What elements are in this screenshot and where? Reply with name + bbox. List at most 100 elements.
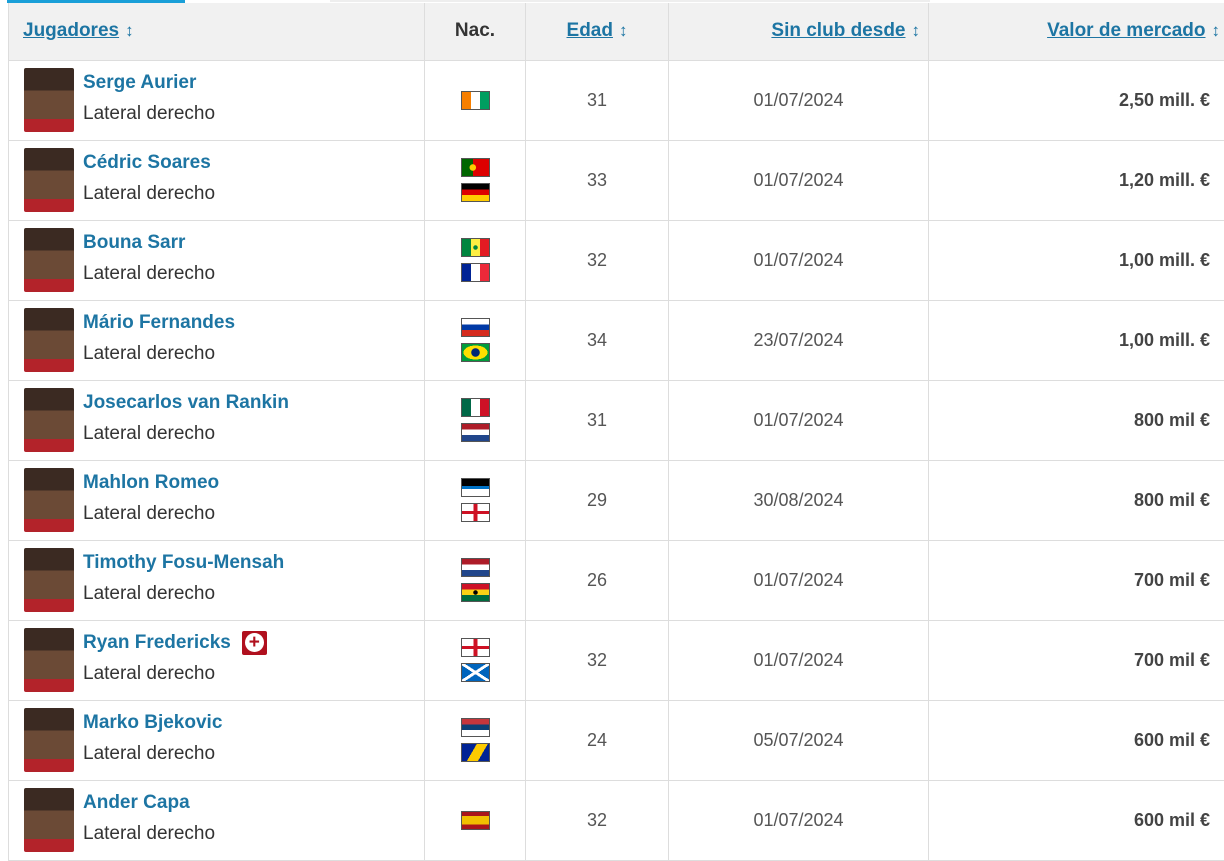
free-since-cell: 30/08/2024 bbox=[669, 460, 929, 540]
sort-since-link[interactable]: Sin club desde bbox=[771, 20, 905, 41]
player-position: Lateral derecho bbox=[83, 99, 215, 129]
player-name-link[interactable]: Timothy Fosu-Mensah bbox=[83, 551, 284, 575]
player-cell: Mário Fernandes Lateral derecho bbox=[9, 300, 425, 380]
age-cell: 32 bbox=[526, 220, 669, 300]
nationality-cell bbox=[425, 220, 526, 300]
age-cell: 26 bbox=[526, 540, 669, 620]
flag-russia-icon bbox=[461, 318, 490, 337]
flag-england-icon bbox=[461, 638, 490, 657]
player-cell: Mahlon Romeo Lateral derecho bbox=[9, 460, 425, 540]
sort-value-link[interactable]: Valor de mercado bbox=[1047, 20, 1205, 41]
free-since-cell: 05/07/2024 bbox=[669, 700, 929, 780]
nationality-cell bbox=[425, 60, 526, 140]
market-value-cell: 700 mil € bbox=[929, 620, 1224, 700]
player-name-link[interactable]: Cédric Soares bbox=[83, 151, 211, 175]
free-since-cell: 01/07/2024 bbox=[669, 780, 929, 860]
flag-france-icon bbox=[461, 263, 490, 282]
player-name-link[interactable]: Ryan Fredericks bbox=[83, 631, 231, 655]
player-position: Lateral derecho bbox=[83, 339, 235, 369]
market-value-cell: 2,50 mill. € bbox=[929, 60, 1224, 140]
sort-icon[interactable]: ↕ bbox=[912, 21, 921, 40]
flag-serbia-icon bbox=[461, 718, 490, 737]
player-photo[interactable] bbox=[24, 708, 74, 772]
player-cell: Serge Aurier Lateral derecho bbox=[9, 60, 425, 140]
market-value-cell: 1,20 mill. € bbox=[929, 140, 1224, 220]
flag-mexico-icon bbox=[461, 398, 490, 417]
flag-antigua-barbuda-icon bbox=[461, 478, 490, 497]
age-cell: 33 bbox=[526, 140, 669, 220]
nationality-cell bbox=[425, 300, 526, 380]
col-nationality: Nac. bbox=[425, 3, 526, 60]
sort-icon[interactable]: ↕ bbox=[125, 21, 134, 40]
age-cell: 34 bbox=[526, 300, 669, 380]
col-free-since[interactable]: Sin club desde ↕ bbox=[669, 3, 929, 60]
free-since-cell: 01/07/2024 bbox=[669, 540, 929, 620]
col-players[interactable]: Jugadores ↕ bbox=[9, 3, 425, 60]
player-photo[interactable] bbox=[24, 228, 74, 292]
player-name-link[interactable]: Serge Aurier bbox=[83, 71, 196, 95]
player-position: Lateral derecho bbox=[83, 659, 267, 689]
nationality-cell bbox=[425, 540, 526, 620]
player-name-link[interactable]: Bouna Sarr bbox=[83, 231, 185, 255]
players-table: Jugadores ↕ Nac. Edad ↕ Sin club desde ↕ Va… bbox=[8, 3, 1224, 861]
free-since-cell: 01/07/2024 bbox=[669, 140, 929, 220]
flag-bosnia-icon bbox=[461, 743, 490, 762]
sort-age-link[interactable]: Edad bbox=[567, 20, 613, 41]
flag-ivory-coast-icon bbox=[461, 91, 490, 110]
nationality-cell bbox=[425, 460, 526, 540]
flag-portugal-icon bbox=[461, 158, 490, 177]
flag-brazil-icon bbox=[461, 343, 490, 362]
player-photo[interactable] bbox=[24, 388, 74, 452]
player-cell: Josecarlos van Rankin Lateral derecho bbox=[9, 380, 425, 460]
nationality-cell bbox=[425, 780, 526, 860]
player-name-link[interactable]: Josecarlos van Rankin bbox=[83, 391, 289, 415]
player-position: Lateral derecho bbox=[83, 819, 215, 849]
player-photo[interactable] bbox=[24, 468, 74, 532]
player-photo[interactable] bbox=[24, 548, 74, 612]
player-photo[interactable] bbox=[24, 788, 74, 852]
age-cell: 31 bbox=[526, 380, 669, 460]
table-row: Ryan FredericksLateral derecho 32 01/07/… bbox=[9, 620, 1224, 700]
player-photo[interactable] bbox=[24, 148, 74, 212]
col-age[interactable]: Edad ↕ bbox=[526, 3, 669, 60]
age-cell: 32 bbox=[526, 620, 669, 700]
free-since-cell: 01/07/2024 bbox=[669, 380, 929, 460]
player-position: Lateral derecho bbox=[83, 739, 222, 769]
player-name-link[interactable]: Mário Fernandes bbox=[83, 311, 235, 335]
market-value-cell: 1,00 mill. € bbox=[929, 220, 1224, 300]
player-name-link[interactable]: Ander Capa bbox=[83, 791, 190, 815]
nationality-cell bbox=[425, 620, 526, 700]
table-header: Jugadores ↕ Nac. Edad ↕ Sin club desde ↕ Va… bbox=[9, 3, 1224, 60]
injury-icon[interactable] bbox=[242, 631, 267, 655]
nationality-cell bbox=[425, 140, 526, 220]
player-name-link[interactable]: Marko Bjekovic bbox=[83, 711, 222, 735]
flag-scotland-icon bbox=[461, 663, 490, 682]
player-position: Lateral derecho bbox=[83, 499, 219, 529]
sort-icon[interactable]: ↕ bbox=[1212, 21, 1221, 40]
player-photo[interactable] bbox=[24, 308, 74, 372]
flag-spain-icon bbox=[461, 811, 490, 830]
player-photo[interactable] bbox=[24, 68, 74, 132]
market-value-cell: 600 mil € bbox=[929, 780, 1224, 860]
player-position: Lateral derecho bbox=[83, 419, 289, 449]
sort-icon[interactable]: ↕ bbox=[619, 21, 628, 40]
nationality-cell bbox=[425, 380, 526, 460]
player-name-link[interactable]: Mahlon Romeo bbox=[83, 471, 219, 495]
sort-players-link[interactable]: Jugadores bbox=[23, 20, 119, 41]
col-market-value[interactable]: Valor de mercado ↕ bbox=[929, 3, 1224, 60]
free-since-cell: 01/07/2024 bbox=[669, 220, 929, 300]
market-value-cell: 800 mil € bbox=[929, 380, 1224, 460]
market-value-cell: 700 mil € bbox=[929, 540, 1224, 620]
player-photo[interactable] bbox=[24, 628, 74, 692]
free-since-cell: 01/07/2024 bbox=[669, 60, 929, 140]
player-cell: Ander Capa Lateral derecho bbox=[9, 780, 425, 860]
